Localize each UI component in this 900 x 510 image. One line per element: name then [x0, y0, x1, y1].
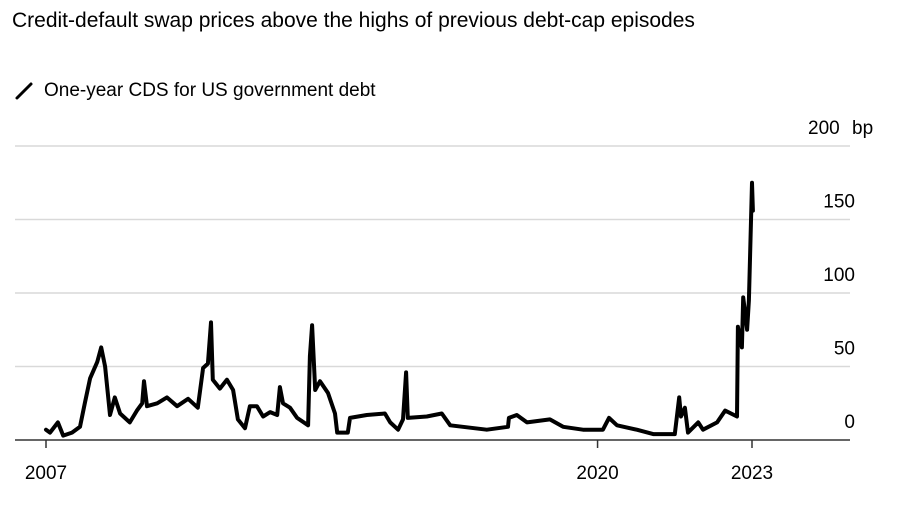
legend-line-icon [15, 82, 33, 100]
legend: One-year CDS for US government debt [14, 80, 376, 102]
chart-title: Credit-default swap prices above the hig… [12, 9, 695, 32]
series-line-cds [44, 180, 755, 438]
y-unit-label: bp [852, 118, 873, 139]
x-tick-label: 2023 [731, 463, 773, 484]
y-tick-label: 50 [834, 339, 855, 360]
x-tick-label: 2007 [25, 463, 67, 484]
x-tick-label: 2020 [576, 463, 618, 484]
y-tick-label: 150 [823, 192, 855, 213]
y-tick-label: 0 [844, 412, 855, 433]
y-tick-label: 100 [823, 265, 855, 286]
legend-label: One-year CDS for US government debt [44, 80, 376, 101]
y-tick-label: 200 [808, 118, 840, 139]
